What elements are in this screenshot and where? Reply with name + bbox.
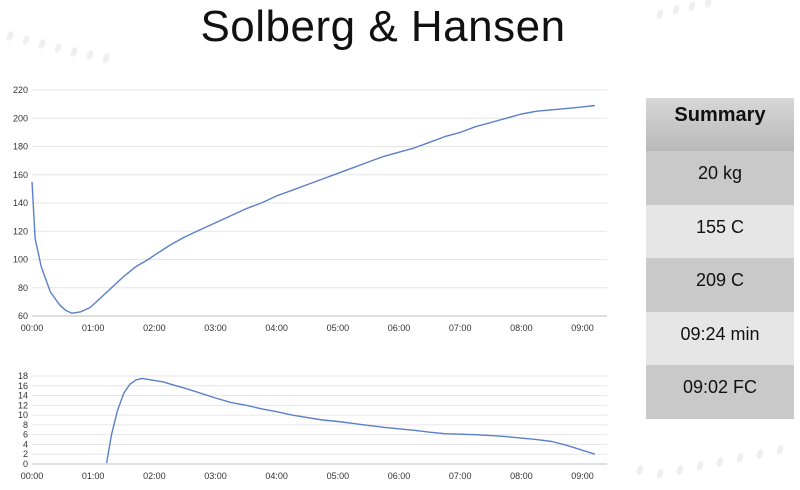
top-chart-y-tick-label: 160 [13, 170, 28, 180]
summary-table: Summary 20 kg 155 C 209 C 09:24 min 09:0… [646, 98, 794, 419]
top-chart-y-tick-label: 120 [13, 226, 28, 236]
summary-header: Summary [646, 98, 794, 151]
summary-row-batch-weight: 20 kg [646, 151, 794, 205]
bottom-chart-y-tick-label: 16 [18, 381, 28, 391]
top-chart-y-tick-label: 200 [13, 113, 28, 123]
bottom-chart-x-tick-label: 09:00 [571, 471, 594, 481]
top-chart-x-tick-label: 09:00 [571, 323, 594, 333]
bottom-chart-y-tick-label: 10 [18, 410, 28, 420]
top-chart-x-tick-label: 07:00 [449, 323, 472, 333]
page-title: Solberg & Hansen [200, 2, 566, 51]
bottom-chart-x-tick-label: 03:00 [204, 471, 227, 481]
bottom-chart-x-tick-label: 08:00 [510, 471, 533, 481]
top-chart-x-tick-label: 02:00 [143, 323, 166, 333]
top-chart-x-tick-label: 01:00 [82, 323, 105, 333]
top-chart-series-line-0 [31, 104, 595, 314]
bottom-chart-x-tick-label: 06:00 [388, 471, 411, 481]
summary-row-first-crack: 09:02 FC [646, 365, 794, 419]
top-chart-y-tick-label: 100 [13, 255, 28, 265]
bottom-chart-x-tick-label: 01:00 [82, 471, 105, 481]
bottom-chart-y-tick-label: 0 [23, 459, 28, 469]
bottom-chart-y-tick-label: 6 [23, 430, 28, 440]
top-chart-x-tick-label: 03:00 [204, 323, 227, 333]
summary-row-start-temp: 155 C [646, 204, 794, 258]
bottom-chart-y-tick-label: 8 [23, 420, 28, 430]
top-chart-y-tick-label: 220 [13, 85, 28, 95]
top-chart-x-tick-label: 08:00 [510, 323, 533, 333]
top-chart-y-tick-label: 80 [18, 283, 28, 293]
top-chart-x-tick-label: 00:00 [21, 323, 44, 333]
top-chart-x-tick-label: 06:00 [388, 323, 411, 333]
bottom-chart-y-tick-label: 2 [23, 449, 28, 459]
temperature-line-chart: 60 80 100 120 140 160 180 200 220 00:00 01:00 02:00… [13, 85, 607, 333]
top-chart-x-tick-label: 04:00 [265, 323, 288, 333]
bottom-chart-x-tick-label: 00:00 [21, 471, 44, 481]
top-chart-y-tick-label: 60 [18, 311, 28, 321]
bottom-chart-series-line-0 [105, 377, 596, 464]
bottom-chart-x-tick-label: 05:00 [327, 471, 350, 481]
top-chart-y-tick-label: 140 [13, 198, 28, 208]
top-chart-x-tick-label: 05:00 [327, 323, 350, 333]
summary-row-end-temp: 209 C [646, 258, 794, 312]
bottom-chart-x-tick-label: 04:00 [265, 471, 288, 481]
bottom-chart-x-tick-label: 02:00 [143, 471, 166, 481]
bottom-chart-x-tick-label: 07:00 [449, 471, 472, 481]
bottom-chart-y-tick-label: 18 [18, 371, 28, 381]
summary-row-duration: 09:24 min [646, 311, 794, 365]
bottom-chart-y-tick-label: 14 [18, 391, 28, 401]
top-chart-y-tick-label: 180 [13, 142, 28, 152]
bottom-chart-y-tick-label: 4 [23, 439, 28, 449]
bottom-chart-y-tick-label: 12 [18, 400, 28, 410]
